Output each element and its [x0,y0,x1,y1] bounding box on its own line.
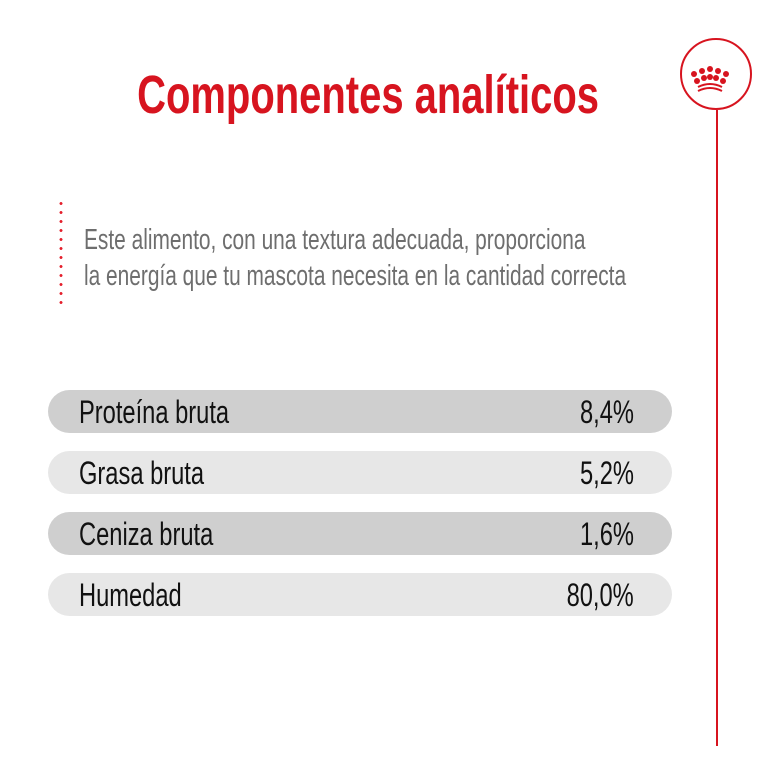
brand-logo [680,38,752,110]
component-label: Grasa bruta [79,455,205,491]
component-row: Ceniza bruta 1,6% [48,512,672,555]
component-label: Ceniza bruta [79,516,214,552]
component-value: 5,2% [580,455,634,491]
component-row: Proteína bruta 8,4% [48,390,672,433]
component-value: 8,4% [580,394,634,430]
crown-icon [691,66,729,92]
dotted-divider [59,199,63,309]
component-label: Proteína bruta [79,394,230,430]
decorative-vertical-line [716,110,718,746]
component-row: Humedad 80,0% [48,573,672,616]
title-text: Componentes analíticos [137,65,599,125]
component-value: 1,6% [580,516,634,552]
description-line: la energía que tu mascota necesita en la… [84,260,627,292]
description-line: Este alimento, con una textura adecuada,… [84,224,586,256]
component-label: Humedad [79,577,182,613]
component-value: 80,0% [566,577,634,613]
component-row: Grasa bruta 5,2% [48,451,672,494]
description: Este alimento, con una textura adecuada,… [84,222,780,294]
page-title: Componentes analíticos [0,62,736,128]
